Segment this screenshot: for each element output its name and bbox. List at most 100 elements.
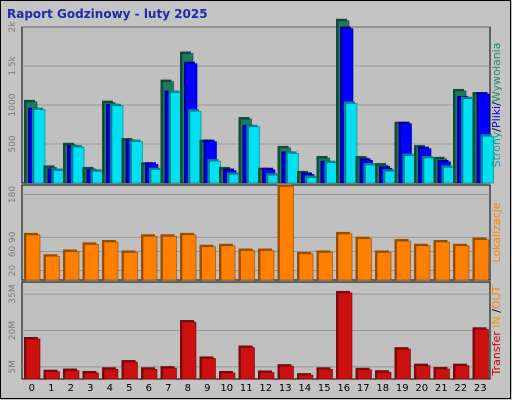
hits-bar-pages-1 bbox=[51, 168, 65, 184]
transfer-bar-transfer-14 bbox=[297, 373, 314, 380]
visits-bar-visits-10 bbox=[219, 243, 236, 281]
x-tick-label: 20 bbox=[415, 383, 428, 394]
legend-text: OUT bbox=[490, 285, 503, 309]
hits-bar-pages-4 bbox=[110, 103, 124, 184]
x-tick-label: 1 bbox=[48, 383, 54, 394]
x-tick-label: 11 bbox=[240, 383, 253, 394]
visits-bar-visits-3 bbox=[82, 242, 99, 281]
hits-bar-pages-15 bbox=[324, 160, 338, 184]
transfer-bar-transfer-19 bbox=[394, 347, 411, 380]
transfer-bar-transfer-4 bbox=[102, 367, 119, 380]
transfer-bar-transfer-22 bbox=[453, 363, 470, 380]
x-tick-label: 6 bbox=[146, 383, 152, 394]
transfer-bar-transfer-3 bbox=[82, 370, 99, 380]
visits-bar-visits-22 bbox=[453, 243, 470, 281]
visits-bar-visits-5 bbox=[121, 250, 138, 281]
x-tick-label: 14 bbox=[298, 383, 311, 394]
visits-bar-visits-8 bbox=[180, 232, 197, 281]
visits-bar-visits-7 bbox=[160, 234, 177, 281]
transfer-bar-transfer-17 bbox=[355, 367, 372, 380]
y-tick-label: 500 bbox=[8, 135, 18, 152]
y-tick-label: 20 bbox=[8, 265, 18, 277]
visits-bar-visits-16 bbox=[336, 231, 353, 281]
y-tick-label: 1000 bbox=[8, 93, 18, 116]
panel-visits: 20 60 90 180 Lokalizacje bbox=[8, 184, 503, 281]
legend-text: / bbox=[490, 309, 503, 316]
hits-bar-pages-17 bbox=[363, 163, 377, 184]
transfer-bar-transfer-18 bbox=[375, 370, 392, 380]
visits-bar-visits-0 bbox=[24, 232, 41, 281]
transfer-bar-transfer-11 bbox=[238, 345, 255, 380]
legend-text: / bbox=[490, 128, 503, 132]
hits-bar-pages-23 bbox=[480, 134, 494, 184]
x-tick-label: 23 bbox=[474, 383, 487, 394]
hits-bar-pages-5 bbox=[129, 139, 143, 184]
legend-text: Pliki bbox=[490, 106, 503, 128]
visits-bar-visits-1 bbox=[43, 254, 60, 281]
legend-text: Strony bbox=[490, 131, 503, 167]
legend-text: Lokalizacje bbox=[490, 202, 503, 262]
x-tick-label: 5 bbox=[126, 383, 132, 394]
visits-bar-visits-15 bbox=[316, 250, 333, 281]
x-tick-label: 9 bbox=[204, 383, 210, 394]
transfer-bar-transfer-6 bbox=[141, 367, 158, 380]
hits-bar-pages-6 bbox=[149, 167, 163, 184]
x-tick-label: 21 bbox=[435, 383, 448, 394]
hits-bar-pages-16 bbox=[344, 101, 358, 184]
transfer-bar-transfer-21 bbox=[433, 367, 450, 380]
visits-bar-visits-23 bbox=[472, 237, 489, 281]
transfer-bar-transfer-23 bbox=[472, 327, 489, 380]
x-tick-label: 13 bbox=[279, 383, 292, 394]
transfer-bar-transfer-20 bbox=[414, 363, 431, 380]
x-axis-labels: 0 1 2 3 4 5 6 7 8 9 10 11 12 13 14 15 16 17 18 19 20 21 22 23 bbox=[29, 383, 487, 394]
hits-bar-pages-3 bbox=[90, 169, 104, 184]
transfer-bar-transfer-5 bbox=[121, 360, 138, 380]
legend-text: / bbox=[490, 102, 503, 106]
y-tick-label: 2k bbox=[8, 21, 18, 33]
visits-bar-visits-2 bbox=[63, 249, 80, 281]
chart-title: Raport Godzinowy - luty 2025 bbox=[7, 7, 208, 21]
visits-bar-visits-21 bbox=[433, 240, 450, 281]
visits-bar-visits-12 bbox=[258, 248, 275, 281]
legend-text: Transfer bbox=[490, 331, 503, 377]
hits-bar-pages-20 bbox=[422, 156, 436, 184]
visits-bar-visits-17 bbox=[355, 236, 372, 281]
panel-hits-legend: Strony/Pliki/Wywołania bbox=[490, 43, 503, 168]
panel-visits-legend: Lokalizacje bbox=[490, 202, 503, 262]
x-tick-label: 2 bbox=[68, 383, 74, 394]
legend-text: IN bbox=[490, 316, 503, 331]
y-tick-label: 180 bbox=[8, 186, 18, 203]
transfer-bar-transfer-9 bbox=[199, 356, 216, 380]
hits-bar-pages-9 bbox=[207, 159, 221, 184]
transfer-bar-transfer-2 bbox=[63, 368, 80, 380]
visits-bar-visits-18 bbox=[375, 250, 392, 281]
hits-bar-pages-0 bbox=[32, 107, 46, 184]
visits-bar-visits-11 bbox=[238, 248, 255, 281]
transfer-bar-transfer-7 bbox=[160, 366, 177, 380]
hits-bar-pages-21 bbox=[441, 165, 455, 184]
visits-bar-visits-19 bbox=[394, 239, 411, 281]
legend-text: Wywołania bbox=[490, 43, 503, 103]
x-tick-label: 22 bbox=[454, 383, 467, 394]
transfer-bar-transfer-15 bbox=[316, 367, 333, 380]
y-tick-label: 35M bbox=[8, 285, 18, 304]
hits-bar-pages-18 bbox=[383, 169, 397, 184]
y-tick-label: 20M bbox=[8, 321, 18, 340]
x-tick-label: 12 bbox=[259, 383, 272, 394]
visits-bar-visits-4 bbox=[102, 240, 119, 281]
x-tick-label: 18 bbox=[376, 383, 389, 394]
hits-bar-pages-11 bbox=[246, 124, 260, 184]
visits-bar-visits-13 bbox=[277, 184, 294, 281]
panel-transfer-legend: Transfer IN /OUT bbox=[490, 285, 503, 376]
x-tick-label: 15 bbox=[318, 383, 331, 394]
hits-bar-pages-19 bbox=[402, 153, 416, 184]
hits-bar-pages-22 bbox=[461, 96, 475, 184]
chart-panels: 50010001.5k2kStrony/Pliki/Wywołania20609… bbox=[8, 18, 503, 380]
x-tick-label: 10 bbox=[220, 383, 233, 394]
x-tick-label: 3 bbox=[87, 383, 93, 394]
hits-bar-pages-13 bbox=[285, 151, 299, 184]
transfer-bar-transfer-0 bbox=[24, 336, 41, 380]
